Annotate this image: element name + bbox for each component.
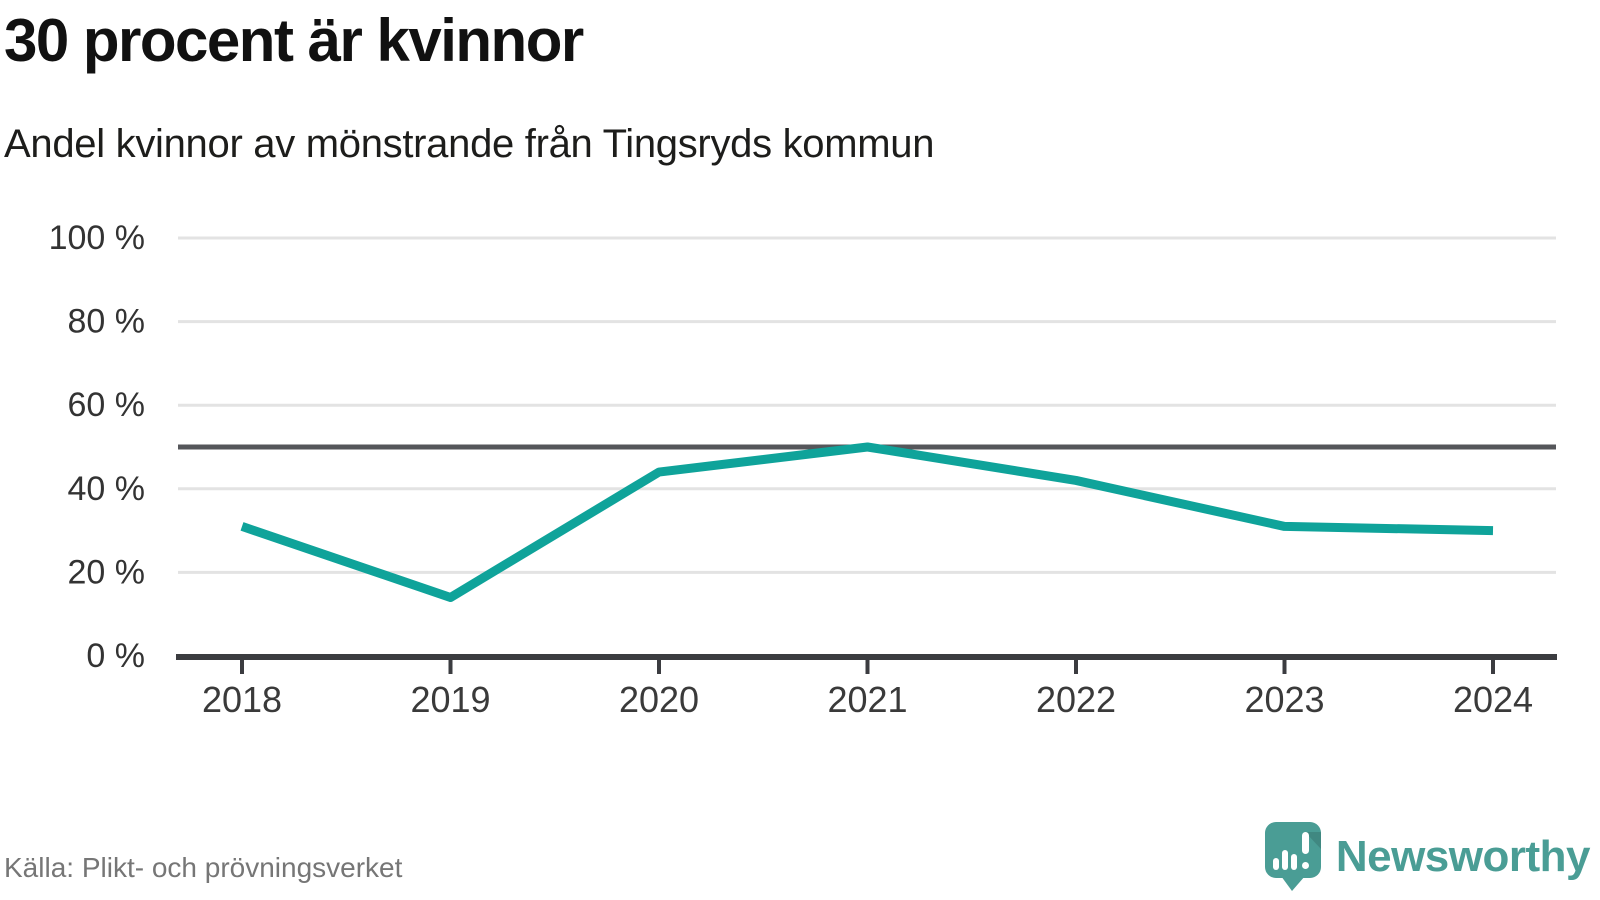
x-tick-label: 2022 bbox=[1036, 679, 1116, 720]
newsworthy-logo-icon bbox=[1264, 822, 1321, 891]
line-chart: 2018 2019 2020 2021 2022 2023 2024 0 % 20 % 40 % 6… bbox=[0, 210, 1600, 730]
y-tick-label: 100 % bbox=[49, 219, 145, 257]
x-tick-label: 2018 bbox=[202, 679, 282, 720]
y-tick-label: 20 % bbox=[68, 553, 146, 591]
x-tick-label: 2024 bbox=[1453, 679, 1533, 720]
newsworthy-brand: Newsworthy bbox=[1264, 822, 1591, 892]
x-tick-label: 2019 bbox=[410, 679, 490, 720]
y-tick-label: 80 % bbox=[68, 303, 146, 341]
x-tick-label: 2020 bbox=[619, 679, 699, 720]
page-title: 30 procent är kvinnor bbox=[4, 7, 584, 74]
data-line bbox=[240, 442, 1494, 602]
y-tick-label: 60 % bbox=[68, 386, 146, 424]
chart-subtitle: Andel kvinnor av mönstrande från Tingsry… bbox=[4, 122, 935, 166]
newsworthy-wordmark: Newsworthy bbox=[1335, 832, 1591, 881]
y-tick-label: 0 % bbox=[86, 637, 145, 675]
line-chart-svg: 2018 2019 2020 2021 2022 2023 2024 0 % 20 % 40 % 6… bbox=[49, 219, 1557, 720]
x-tick-label: 2023 bbox=[1244, 679, 1324, 720]
x-tick-label: 2021 bbox=[827, 679, 907, 720]
source-caption: Källa: Plikt- och prövningsverket bbox=[4, 852, 403, 883]
y-tick-label: 40 % bbox=[68, 470, 146, 508]
